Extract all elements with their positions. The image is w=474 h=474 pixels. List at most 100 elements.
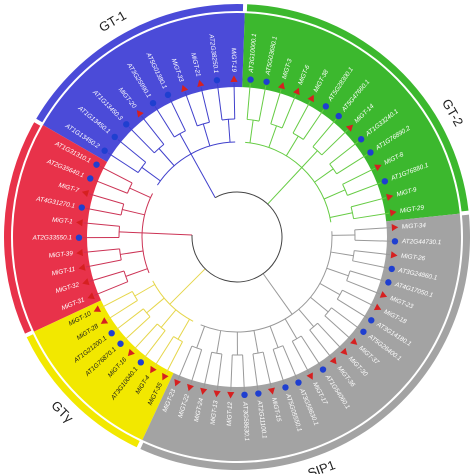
mango-marker (181, 84, 189, 93)
terminal-branch (329, 141, 359, 165)
mango-marker (87, 292, 95, 300)
internal-branch (179, 133, 192, 155)
terminal-branch (346, 280, 381, 295)
internal-branch (119, 231, 143, 234)
internal-branch (200, 231, 333, 333)
mango-marker (389, 209, 397, 217)
terminal-branch (292, 101, 311, 134)
clade-band-gtγ (26, 334, 140, 448)
terminal-branch (216, 84, 223, 121)
clade-sector-sip1 (142, 213, 462, 462)
arabidopsis-marker (149, 99, 157, 107)
terminal-branch (83, 222, 120, 227)
internal-branch (352, 250, 355, 261)
terminal-branch (94, 281, 128, 296)
internal-branch (314, 168, 334, 183)
terminal-branch (177, 345, 193, 380)
terminal-branch (128, 126, 155, 154)
clade-bands (3, 4, 471, 470)
mango-marker (197, 79, 205, 88)
terminal-branch (216, 353, 223, 390)
terminal-branch (354, 227, 391, 231)
internal-branch (216, 330, 222, 354)
arabidopsis-marker (367, 149, 374, 156)
terminal-branch (154, 106, 175, 138)
mango-marker (307, 94, 314, 103)
terminal-branch (302, 109, 325, 140)
terminal-branch (242, 354, 245, 391)
clade-sector-gt-2 (242, 13, 460, 222)
mango-marker (127, 348, 135, 357)
leaf-label: AT3G58630.1 (241, 401, 250, 442)
mango-marker (187, 383, 194, 392)
terminal-branch (153, 336, 175, 368)
mango-marker (379, 291, 388, 298)
internal-branch (197, 121, 210, 127)
leaf-label: AT2G33550.1 (32, 234, 73, 241)
clade-band-gt-2 (246, 4, 469, 212)
internal-branch (319, 283, 341, 296)
internal-branch (270, 123, 283, 129)
terminal-branch (281, 94, 297, 129)
terminal-branch (107, 152, 139, 173)
clade-label-gt-1: GT-1 (96, 8, 129, 35)
mango-marker (350, 337, 358, 345)
internal-branch (336, 289, 343, 300)
internal-branch (350, 206, 355, 219)
mango-marker (213, 390, 221, 398)
terminal-branch (203, 352, 213, 388)
clade-band-sh4 (3, 122, 41, 334)
clade-label-sip1: SIP1 (306, 457, 338, 474)
arabidopsis-marker (78, 204, 85, 211)
clade-sector-sh4 (13, 125, 108, 332)
terminal-branch (184, 91, 198, 127)
mango-marker (374, 164, 382, 172)
mango-marker (227, 391, 235, 399)
leaf-label: MiGT-34 (401, 222, 426, 230)
mango-marker (329, 356, 337, 365)
arabidopsis-marker (357, 136, 365, 143)
arabidopsis-marker (282, 384, 289, 391)
terminal-branch (246, 83, 251, 120)
mango-marker (391, 223, 399, 232)
leaf-label: MiGT-12 (226, 401, 234, 426)
clade-stem (190, 153, 216, 198)
mango-marker (200, 387, 208, 395)
arabidopsis-marker (381, 178, 389, 185)
terminal-branch (331, 307, 361, 330)
arabidopsis-marker (322, 103, 330, 110)
internal-branch (146, 297, 165, 314)
leaf-markers (75, 75, 399, 399)
mango-marker (267, 387, 275, 395)
internal-branch (309, 322, 318, 331)
terminal-branch (352, 260, 388, 269)
terminal-branch (89, 270, 125, 282)
internal-branch (269, 325, 279, 348)
terminal-branch (353, 212, 390, 220)
internal-branch (310, 296, 329, 313)
mango-marker (345, 124, 354, 132)
mango-marker (93, 305, 102, 312)
internal-branch (245, 141, 332, 223)
terminal-branch (349, 270, 385, 282)
mango-marker (82, 278, 90, 286)
terminal-branch (342, 289, 375, 307)
internal-branch (153, 144, 165, 154)
mango-marker (174, 378, 182, 387)
arabidopsis-marker (391, 238, 399, 245)
internal-branch (323, 189, 346, 200)
internal-branch (134, 284, 155, 297)
internal-branch (326, 267, 349, 277)
terminal-branch (270, 89, 282, 125)
internal-branch (312, 146, 323, 156)
arabidopsis-marker (213, 77, 221, 84)
mango-marker (136, 110, 144, 118)
internal-branch (120, 203, 125, 216)
arabidopsis-marker (385, 279, 392, 286)
leaf-label: AT3G10000.1 (248, 33, 258, 74)
internal-branch (202, 123, 211, 147)
internal-branch (329, 212, 353, 218)
internal-branch (330, 251, 354, 257)
leaf-label: AT2G44730.1 (401, 238, 442, 246)
internal-branch (227, 119, 231, 143)
